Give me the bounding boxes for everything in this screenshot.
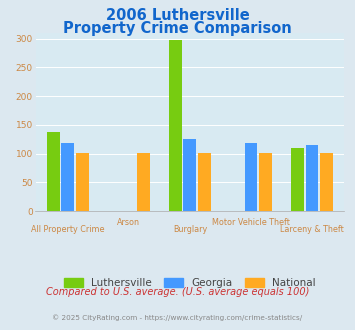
Text: Motor Vehicle Theft: Motor Vehicle Theft bbox=[212, 218, 290, 227]
Bar bbox=[245, 143, 257, 211]
Bar bbox=[61, 143, 74, 211]
Bar bbox=[320, 152, 333, 211]
Text: Larceny & Theft: Larceny & Theft bbox=[280, 225, 344, 234]
Bar bbox=[184, 139, 196, 211]
Bar bbox=[76, 152, 89, 211]
Bar bbox=[306, 145, 318, 211]
Bar bbox=[169, 40, 182, 211]
Text: 2006 Luthersville: 2006 Luthersville bbox=[106, 8, 249, 23]
Bar bbox=[47, 132, 60, 211]
Text: Property Crime Comparison: Property Crime Comparison bbox=[63, 21, 292, 36]
Text: © 2025 CityRating.com - https://www.cityrating.com/crime-statistics/: © 2025 CityRating.com - https://www.city… bbox=[53, 314, 302, 321]
Bar bbox=[137, 152, 150, 211]
Text: Burglary: Burglary bbox=[173, 225, 207, 234]
Text: All Property Crime: All Property Crime bbox=[31, 225, 105, 234]
Text: Arson: Arson bbox=[118, 218, 140, 227]
Bar bbox=[198, 152, 211, 211]
Text: Compared to U.S. average. (U.S. average equals 100): Compared to U.S. average. (U.S. average … bbox=[46, 287, 309, 297]
Bar bbox=[291, 148, 304, 211]
Bar bbox=[259, 152, 272, 211]
Legend: Luthersville, Georgia, National: Luthersville, Georgia, National bbox=[61, 275, 319, 291]
